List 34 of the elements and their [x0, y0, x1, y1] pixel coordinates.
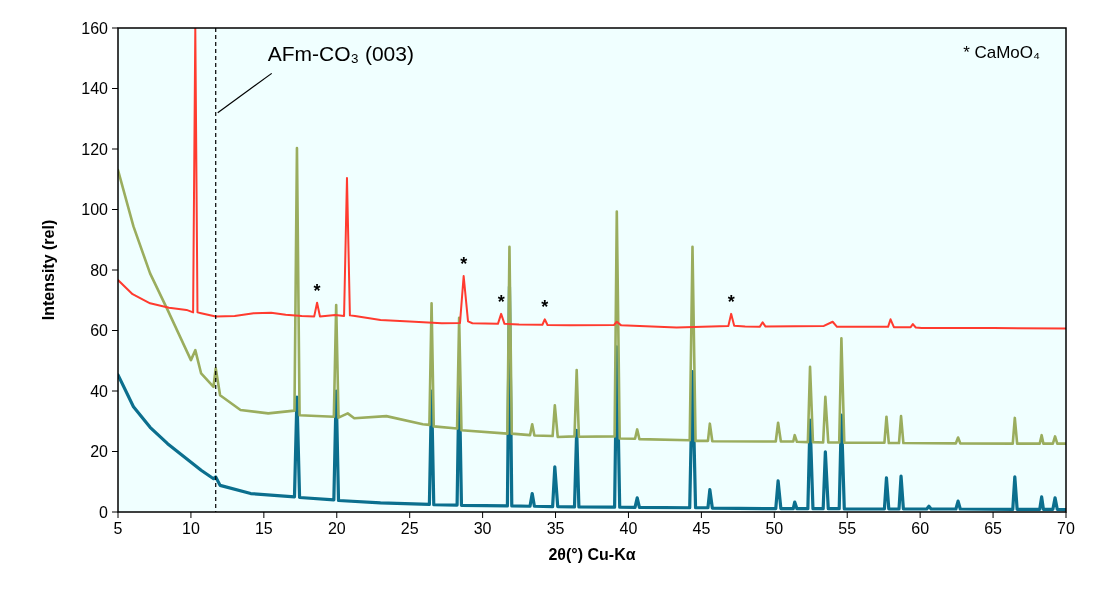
x-tick-label: 15: [254, 520, 273, 537]
x-tick-label: 65: [984, 520, 1003, 537]
annotation: *: [541, 297, 549, 318]
ref-line-label: AFm-CO₃ (003): [267, 42, 414, 66]
line-series: [118, 146, 1066, 445]
y-tick-label: 160: [81, 19, 109, 37]
x-tick-label: 60: [911, 520, 930, 537]
y-tick-label: 0: [99, 503, 109, 521]
y-axis-title: Intensity (rel): [40, 219, 57, 321]
x-tick-label: 40: [619, 520, 638, 537]
annotation: *: [460, 254, 468, 275]
line-series: [118, 28, 1066, 330]
y-tick-label: 20: [90, 443, 109, 461]
annotation: * CaMoO₄: [963, 43, 1041, 62]
annotation: *: [497, 291, 505, 312]
annotation: *: [727, 291, 735, 312]
y-tick-label: 80: [90, 261, 109, 279]
y-tick-label: 100: [81, 201, 109, 219]
y-tick-label: 40: [90, 382, 109, 400]
x-tick-label: 10: [182, 520, 200, 537]
x-axis-title: 2θ(°) Cu-Kα: [548, 546, 636, 563]
x-tick-label: 20: [327, 520, 346, 537]
x-tick-label: 55: [838, 520, 857, 537]
x-tick-label: 30: [473, 520, 492, 537]
x-tick-label: 45: [692, 520, 711, 537]
x-tick-label: 50: [765, 520, 784, 537]
x-tick-label: 35: [546, 520, 565, 537]
y-tick-label: 140: [81, 80, 109, 98]
x-tick-label: 70: [1057, 520, 1075, 537]
x-tick-label: 5: [113, 520, 123, 537]
y-tick-label: 120: [81, 140, 109, 158]
y-tick-label: 60: [90, 322, 109, 340]
x-tick-label: 25: [400, 520, 419, 537]
annotation: *: [313, 280, 321, 301]
